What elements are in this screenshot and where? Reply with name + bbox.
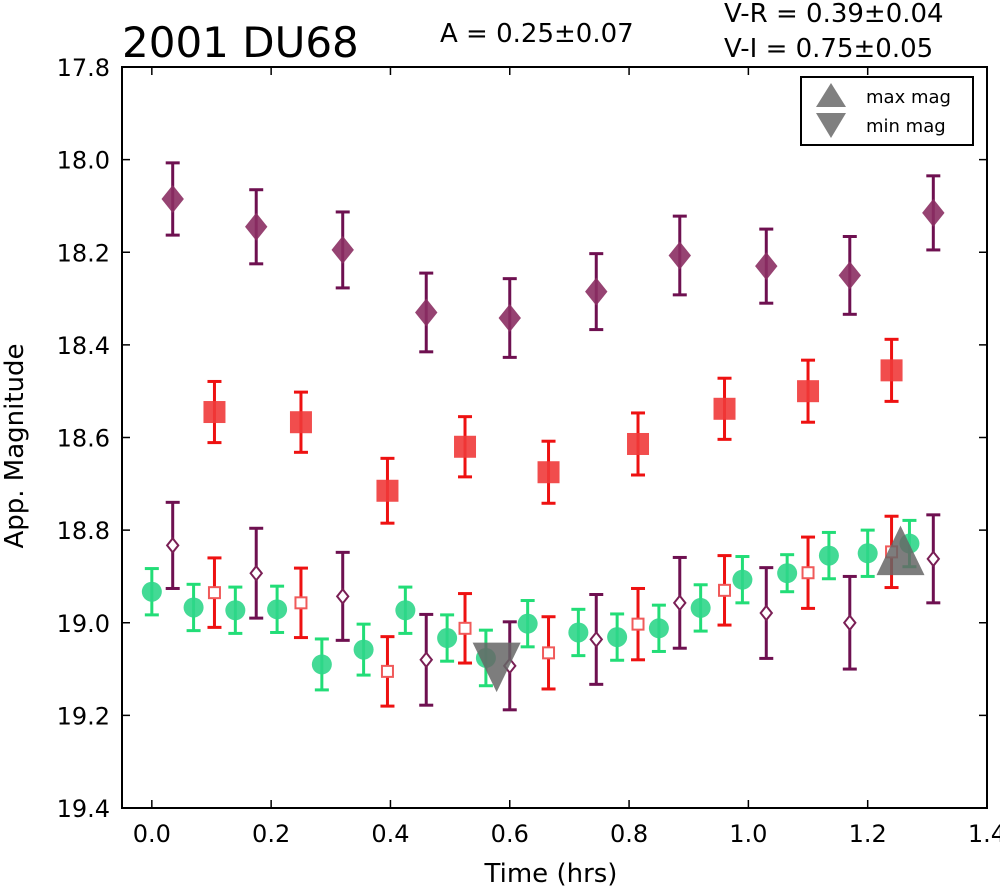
y-tick-label: 18.6 [57,425,110,453]
data-point-square [203,401,226,424]
data-point-open-square [542,646,556,660]
data-point-circle [568,622,589,643]
data-point-square [537,461,560,484]
y-axis-ticks: 17.8 18.0 18.2 18.4 18.6 18.8 19.0 19.2 19.4 [57,54,987,823]
data-marks [141,161,945,712]
data-point-open-diamond [589,630,604,649]
data-point-circle [437,628,458,649]
data-point-diamond [668,241,691,270]
data-point-diamond [498,304,521,333]
data-point-circle [225,600,246,621]
x-axis-ticks: 0.0 0.2 0.4 0.6 0.8 1.0 1.2 1.4 [133,67,1000,848]
data-point-circle [517,613,538,634]
data-point-diamond [161,184,184,213]
x-axis-label: Time (hrs) [484,859,618,889]
y-tick-label: 18.2 [57,239,110,267]
chart-title: 2001 DU68 [122,18,359,67]
data-point-diamond [331,235,354,264]
min-mag-marker [472,642,521,693]
data-point-square [627,432,650,455]
data-point-open-square [801,566,815,580]
data-point-open-diamond [842,614,857,632]
data-point-square [454,435,477,458]
data-point-diamond [838,261,861,290]
data-point-circle [141,581,162,602]
data-point-diamond [922,198,945,227]
data-point-circle [818,545,839,566]
x-tick-label: 1.4 [968,820,1000,848]
legend-max-marker [816,83,846,107]
y-tick-label: 19.4 [57,795,110,823]
y-tick-label: 17.8 [57,54,110,82]
x-tick-label: 1.0 [729,820,767,848]
data-point-diamond [245,212,268,241]
data-point-square [880,359,903,382]
data-point-open-diamond [335,587,350,605]
data-point-square [376,479,399,502]
color-index-vr: V-R = 0.39±0.04 [724,0,944,29]
data-point-diamond [415,298,438,327]
data-point-circle [777,563,798,584]
data-point-circle [183,597,204,618]
data-point-circle [648,618,669,639]
x-tick-label: 0.6 [491,820,529,848]
data-point-circle [267,599,288,620]
data-point-circle [732,569,753,590]
x-tick-label: 0.2 [252,820,290,848]
y-tick-label: 18.0 [57,147,110,175]
data-point-open-square [631,617,645,631]
data-point-open-diamond [165,536,180,555]
y-tick-label: 19.2 [57,702,110,730]
data-point-circle [607,627,628,648]
x-tick-label: 0.0 [133,820,171,848]
data-point-circle [353,639,374,660]
y-tick-label: 18.4 [57,332,110,360]
data-point-open-square [380,664,394,678]
data-point-open-square [718,583,732,597]
y-axis-label: App. Magnitude [0,343,30,548]
data-point-diamond [585,277,608,306]
max-mag-marker [876,525,925,576]
legend: max mag min mag [800,76,974,146]
y-tick-label: 18.8 [57,517,110,545]
x-tick-label: 1.2 [849,820,887,848]
data-point-open-diamond [249,564,264,582]
data-point-square [289,411,312,434]
legend-max-label: max mag [866,87,951,108]
data-point-circle [395,600,416,621]
data-point-open-diamond [759,604,774,622]
data-point-circle [690,597,711,618]
legend-min-marker [816,113,846,138]
data-point-open-diamond [926,550,941,568]
data-point-square [797,380,820,403]
amplitude-label: A = 0.25±0.07 [440,19,634,49]
data-point-open-square [458,621,472,635]
data-point-open-diamond [419,651,434,669]
data-point-diamond [755,252,778,281]
data-point-open-diamond [672,594,687,612]
x-tick-label: 0.8 [610,820,648,848]
x-tick-label: 0.4 [371,820,409,848]
data-point-circle [311,654,332,675]
legend-min-label: min mag [866,116,946,137]
data-point-circle [857,543,878,564]
data-point-open-square [294,596,308,610]
plot-frame [121,66,988,809]
data-point-open-square [207,586,221,600]
data-point-square [713,397,736,420]
y-tick-label: 19.0 [57,610,110,638]
color-index-vi: V-I = 0.75±0.05 [724,34,933,64]
